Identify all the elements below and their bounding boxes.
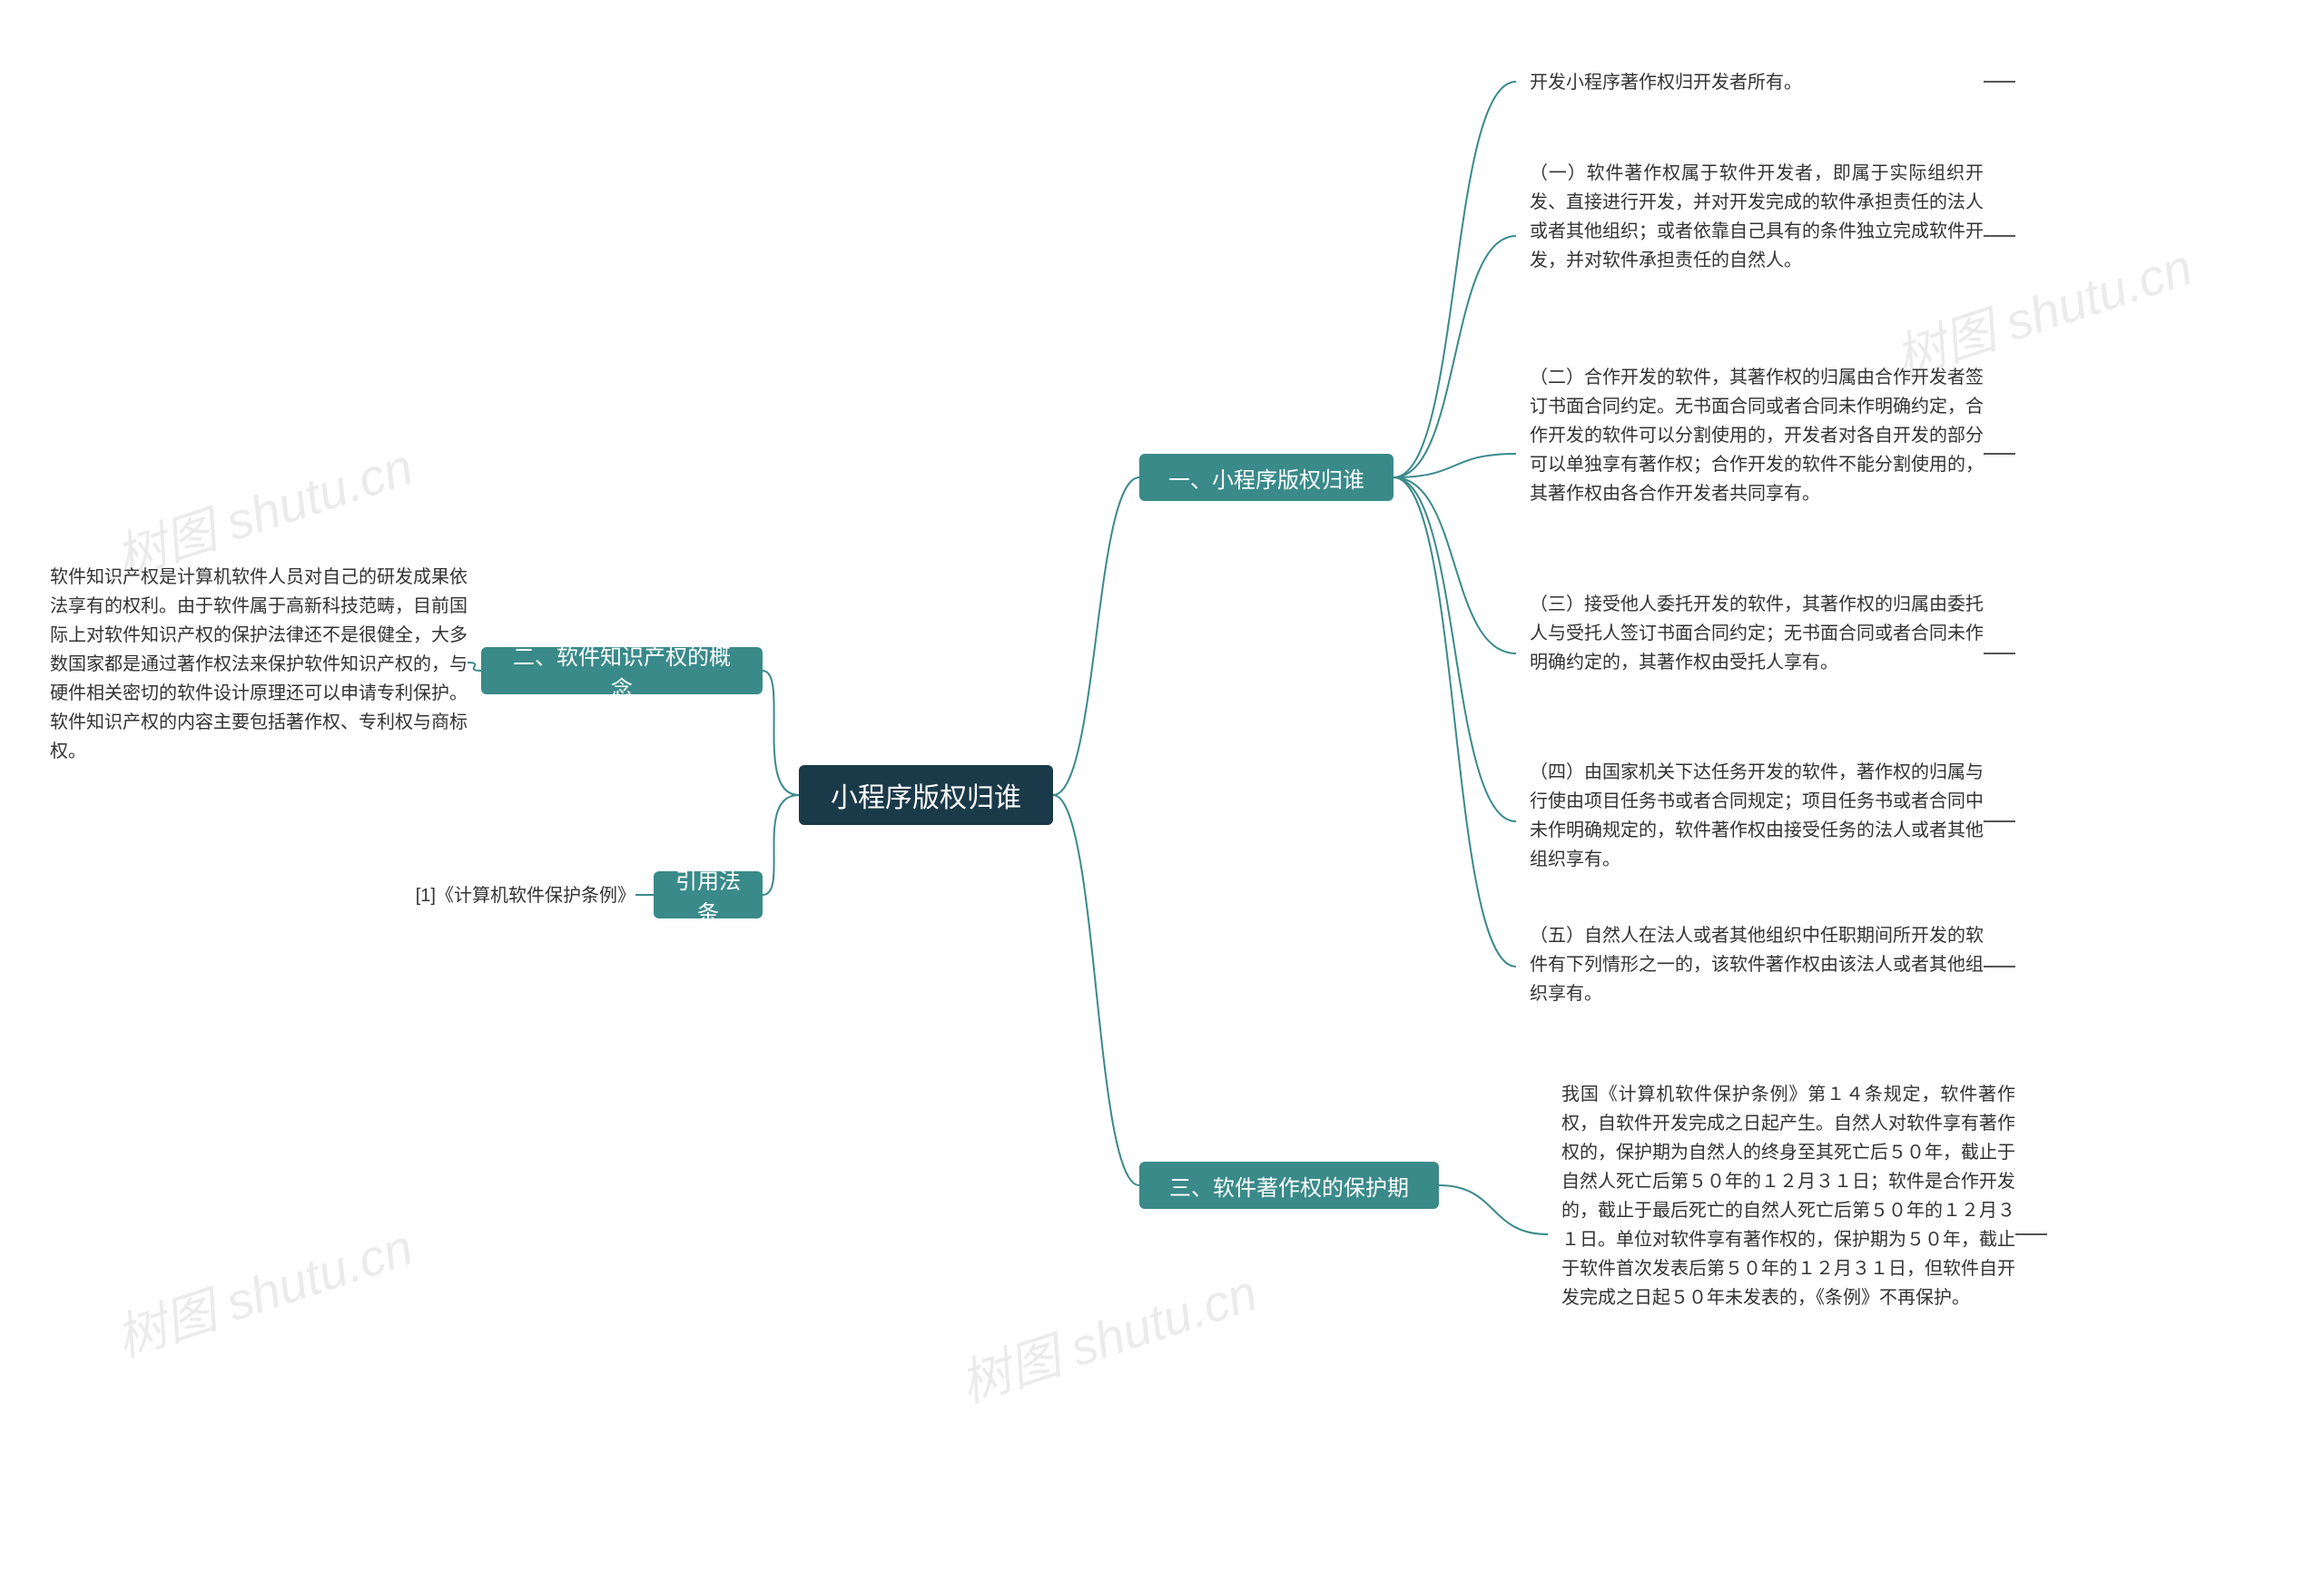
branch-node-b2: 二、软件知识产权的概念: [481, 647, 763, 694]
branch-label: 引用法条: [675, 863, 741, 927]
watermark: 树图 shutu.cn: [105, 1207, 421, 1372]
branch-node-b3: 三、软件著作权的保护期: [1139, 1162, 1439, 1209]
leaf-l1-5: （五）自然人在法人或者其他组织中任职期间所开发的软件有下列情形之一的，该软件著作…: [1530, 921, 1984, 1008]
leaf-l1-2: （二）合作开发的软件，其著作权的归属由合作开发者签订书面合同约定。无书面合同或者…: [1530, 363, 1984, 508]
branch-node-b4: 引用法条: [654, 871, 763, 918]
branch-node-b1: 一、小程序版权归谁: [1139, 454, 1393, 501]
leaf-l1-1: （一）软件著作权属于软件开发者，即属于实际组织开发、直接进行开发，并对开发完成的…: [1530, 159, 1984, 275]
leaf-l1-0: 开发小程序著作权归开发者所有。: [1530, 68, 1984, 97]
branch-label: 一、小程序版权归谁: [1168, 462, 1364, 494]
watermark: 树图 shutu.cn: [950, 1252, 1265, 1418]
leaf-l2-0: 软件知识产权是计算机软件人员对自己的研发成果依法享有的权利。由于软件属于高新科技…: [50, 563, 468, 766]
leaf-l3-0: 我国《计算机软件保护条例》第１４条规定，软件著作权，自软件开发完成之日起产生。自…: [1561, 1080, 2015, 1312]
branch-label: 三、软件著作权的保护期: [1169, 1170, 1409, 1202]
root-label: 小程序版权归谁: [831, 775, 1021, 815]
leaf-l4-0: [1]《计算机软件保护条例》: [381, 881, 635, 910]
branch-label: 二、软件知识产权的概念: [503, 639, 741, 702]
leaf-l1-3: （三）接受他人委托开发的软件，其著作权的归属由委托人与受托人签订书面合同约定；无…: [1530, 590, 1984, 677]
root-node: 小程序版权归谁: [799, 765, 1053, 825]
leaf-l1-4: （四）由国家机关下达任务开发的软件，著作权的归属与行使由项目任务书或者合同规定；…: [1530, 758, 1984, 874]
